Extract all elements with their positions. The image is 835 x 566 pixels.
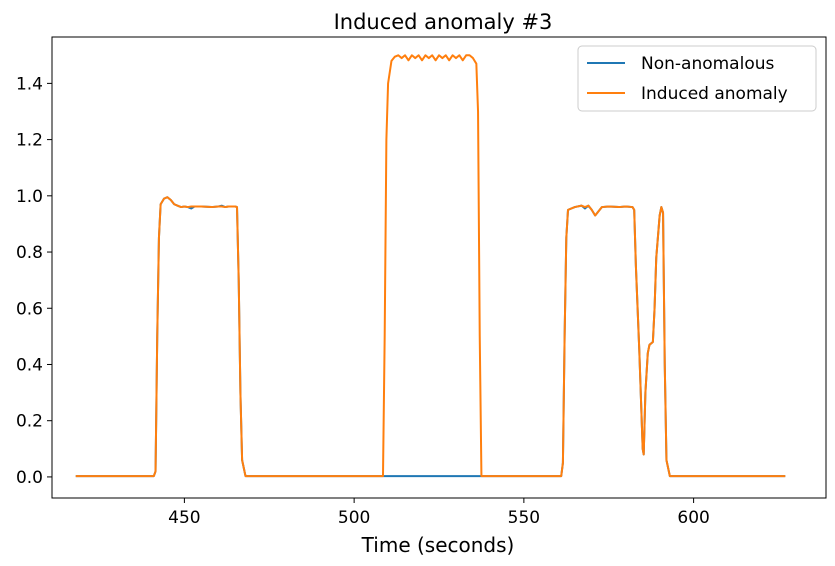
series-line-induced-anomaly [75,54,786,478]
x-axis-label: Time (seconds) [361,533,515,557]
y-tick-label-1.0: 1.0 [16,187,43,207]
x-tick-label-450: 450 [168,508,200,528]
legend-label-induced-anomaly: Induced anomaly [641,84,788,104]
legend-box [577,45,817,112]
x-tick-label-500: 500 [338,508,370,528]
y-axis: 0.0 0.2 0.4 0.6 0.8 1.0 1.2 1.4 [16,74,52,488]
legend-label-non-anomalous: Non-anomalous [641,54,774,74]
y-tick-label-0.2: 0.2 [16,412,43,432]
y-tick-label-1.2: 1.2 [16,131,43,151]
y-tick-label-0.0: 0.0 [16,468,43,488]
x-axis: 450 500 550 600 [168,498,710,528]
y-tick-label-0.4: 0.4 [16,355,43,375]
series-line-non-anomalous [75,196,786,478]
legend: Non-anomalous Induced anomaly [577,45,817,112]
y-tick-label-0.8: 0.8 [16,243,43,263]
y-tick-label-0.6: 0.6 [16,299,43,319]
plot-frame [51,36,827,499]
x-tick-label-550: 550 [508,508,540,528]
chart-title: Induced anomaly #3 [334,10,553,34]
x-tick-label-600: 600 [677,508,709,528]
y-tick-label-1.4: 1.4 [16,74,43,94]
series-lines [75,54,786,478]
